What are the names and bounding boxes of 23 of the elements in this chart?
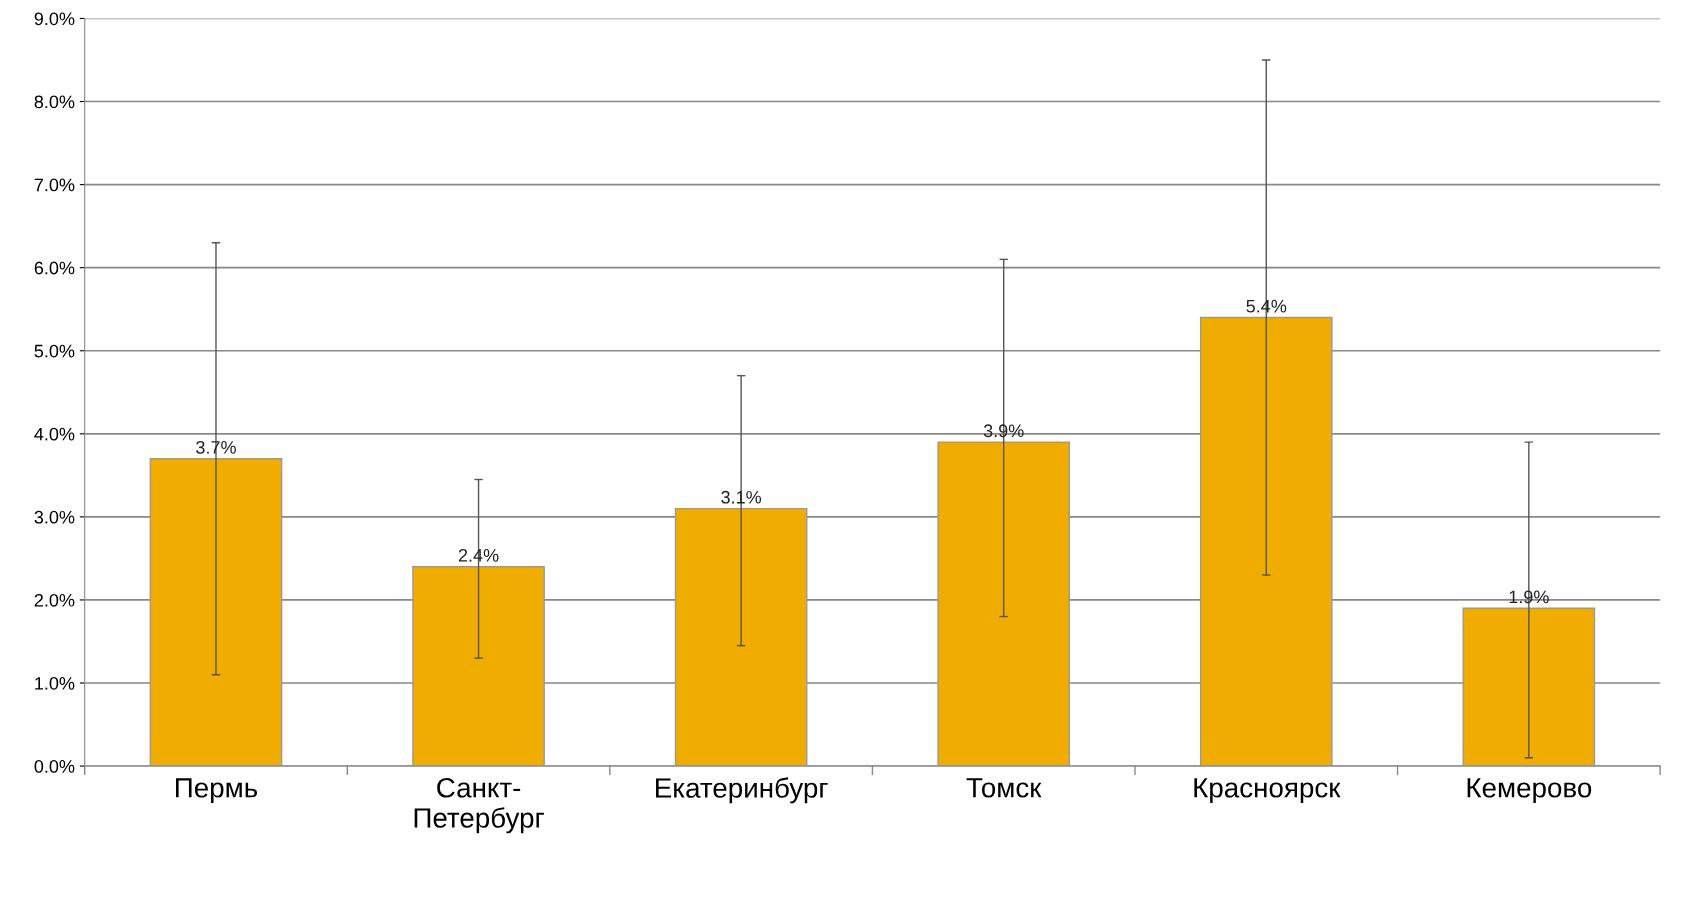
y-tick-label: 7.0%: [34, 178, 75, 192]
y-tick-label: 4.0%: [34, 427, 75, 441]
x-tick-label: Екатеринбург: [656, 777, 828, 804]
y-tick-label: 8.0%: [34, 95, 75, 109]
x-tick-label: Томск: [966, 778, 1042, 798]
y-tick-label: 0.0%: [34, 760, 75, 773]
bar: [674, 507, 808, 767]
x-tick-label: Пермь: [176, 778, 258, 804]
bar: [937, 441, 1071, 767]
y-tick-label: 9.0%: [34, 12, 75, 26]
y-tick-label: 5.0%: [34, 344, 75, 358]
x-tick-label: Красноярск: [1194, 778, 1341, 804]
y-tick-label: 2.0%: [34, 593, 75, 607]
x-tick-label: Санкт- Петербург: [414, 777, 544, 834]
bar: [1199, 316, 1333, 767]
bar: [149, 458, 283, 767]
bar: [1462, 607, 1596, 767]
y-tick-label: 6.0%: [34, 261, 75, 275]
x-tick-label: Кемерово: [1467, 778, 1592, 804]
y-tick-label: 3.0%: [34, 510, 75, 524]
y-tick-label: 1.0%: [35, 676, 75, 690]
bar: [412, 566, 545, 767]
data-label: 3.7%: [196, 440, 236, 454]
